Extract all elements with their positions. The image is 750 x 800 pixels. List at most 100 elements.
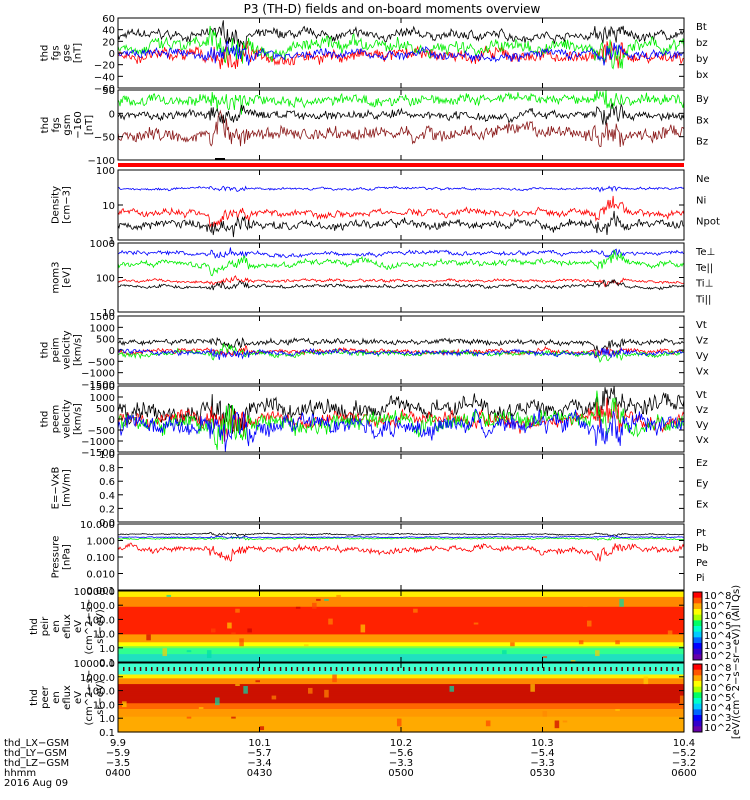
spectrogram-band <box>118 620 684 624</box>
legend-entry: Vy <box>696 420 709 431</box>
colorbar-tick: 10^7 <box>704 673 731 684</box>
y-tick-label: 500 <box>96 404 115 415</box>
colorbar-swatch <box>693 614 702 621</box>
y-tick-label: 1.0 <box>99 644 115 655</box>
spectrogram-band <box>118 612 684 616</box>
spectrogram-band <box>118 714 684 718</box>
spectrogram-cell <box>235 608 240 613</box>
legend-entry: bx <box>696 70 708 81</box>
colorbar-swatch <box>693 715 702 722</box>
spectrogram-band <box>118 680 684 683</box>
y-axis-label: gse <box>62 44 73 62</box>
colorbar-swatch <box>693 681 702 688</box>
y-tick-label: 1000 <box>90 239 115 250</box>
y-tick-label: 0.001 <box>86 586 115 597</box>
colorbar-swatch <box>693 609 702 616</box>
y-axis-label: peim <box>51 337 62 362</box>
spectrogram-cell <box>215 697 220 706</box>
colorbar-tick: 10^5 <box>704 621 731 632</box>
date-label: 2016 Aug 09 <box>4 778 68 789</box>
spectrogram-speckle <box>677 667 679 671</box>
spectrogram-cell <box>186 716 192 719</box>
legend-entry: Pe <box>696 558 708 569</box>
spectrogram-speckle <box>380 667 383 671</box>
y-axis-label: thd <box>40 411 51 428</box>
spectrogram-speckle <box>520 667 523 671</box>
spectrogram-speckle <box>515 667 517 671</box>
spectrogram-cell <box>679 695 685 704</box>
legend-entry: Bz <box>696 137 708 148</box>
spectrogram-speckle <box>347 667 349 671</box>
spectrogram-speckle <box>240 667 243 671</box>
spectrogram-speckle <box>391 667 394 671</box>
colorbar-tick: 10^3 <box>704 641 731 652</box>
series-line-Ni <box>117 210 685 238</box>
spectrogram-cell <box>243 686 248 694</box>
spectrogram-band <box>118 710 684 714</box>
spectrogram-speckle <box>587 667 590 671</box>
y-axis-label: eV <box>73 620 84 633</box>
spectrogram-speckle <box>285 667 287 671</box>
x-row-value: −5.6 <box>389 748 413 759</box>
spectrogram-cell <box>396 718 402 727</box>
colorbar-swatch <box>693 648 702 655</box>
spectrogram-band <box>118 687 684 691</box>
legend-entry: Pi <box>696 573 705 584</box>
spectrogram-cell <box>198 707 204 709</box>
spectrogram-speckle <box>436 667 439 671</box>
y-tick-label: −20 <box>94 61 115 72</box>
x-row-value: −3.4 <box>247 758 271 769</box>
spectrogram-band <box>118 672 684 676</box>
y-tick-label: −1000 <box>81 437 115 448</box>
y-tick-label: 10000.0 <box>74 587 115 598</box>
y-tick-label: 0.100 <box>86 553 115 564</box>
spectrogram-speckle <box>431 667 433 671</box>
spectrogram-speckle <box>128 667 131 671</box>
spectrogram-speckle <box>184 667 187 671</box>
series-line-Vt <box>117 385 685 434</box>
y-axis-label: velocity <box>62 330 73 369</box>
legend-entry: Vy <box>696 351 709 362</box>
spectrogram-speckle <box>408 667 411 671</box>
spectrogram-speckle <box>274 667 276 671</box>
series-line-bx <box>117 40 685 66</box>
colorbar: 10^810^710^610^510^410^310^210^810^710^6… <box>692 585 742 739</box>
spectrogram-band <box>118 678 684 681</box>
spectrogram-speckle <box>195 667 198 671</box>
y-tick-label: −1000 <box>81 369 115 380</box>
y-tick-label: 100.0 <box>86 615 115 626</box>
spectrogram-band <box>118 626 684 630</box>
spectrogram-speckle <box>134 667 136 671</box>
spectrogram-cell <box>485 720 491 727</box>
spectrogram-speckle <box>565 667 567 671</box>
spectrogram-band <box>118 668 684 672</box>
colorbar-swatch <box>693 720 702 727</box>
y-axis-label: en <box>51 620 62 633</box>
series-line-bz <box>117 41 685 70</box>
y-tick-label: 1500 <box>90 382 115 393</box>
spectrogram-cell <box>502 650 507 655</box>
x-row-value: −3.3 <box>389 758 413 769</box>
y-tick-label: 0.1 <box>99 658 115 669</box>
y-tick-label: 10.0 <box>93 700 115 711</box>
x-row-name: thd_LY−GSM <box>4 748 67 759</box>
colorbar-swatch <box>693 603 702 610</box>
spectrogram-band <box>118 703 684 706</box>
y-axis-label: [km/s] <box>73 403 84 435</box>
series-line-Te|| <box>117 278 685 291</box>
panel-frame <box>117 169 685 241</box>
spectrogram-band <box>118 695 684 699</box>
spectrogram-speckle <box>212 667 215 671</box>
flag-mark <box>215 158 225 160</box>
y-axis-label: eflux <box>62 685 73 710</box>
spectrogram-band <box>118 634 684 637</box>
spectrogram-speckle <box>475 667 478 671</box>
spectrogram-cell <box>247 628 252 633</box>
y-tick-label: 1.0 <box>99 714 115 725</box>
series-line-By <box>117 89 685 115</box>
spectrogram-speckle <box>593 667 595 671</box>
y-axis-label: [km/s] <box>73 334 84 366</box>
spectrogram-cell <box>206 650 212 659</box>
spectrogram-band <box>118 610 684 614</box>
spectrogram-speckle <box>470 667 472 671</box>
